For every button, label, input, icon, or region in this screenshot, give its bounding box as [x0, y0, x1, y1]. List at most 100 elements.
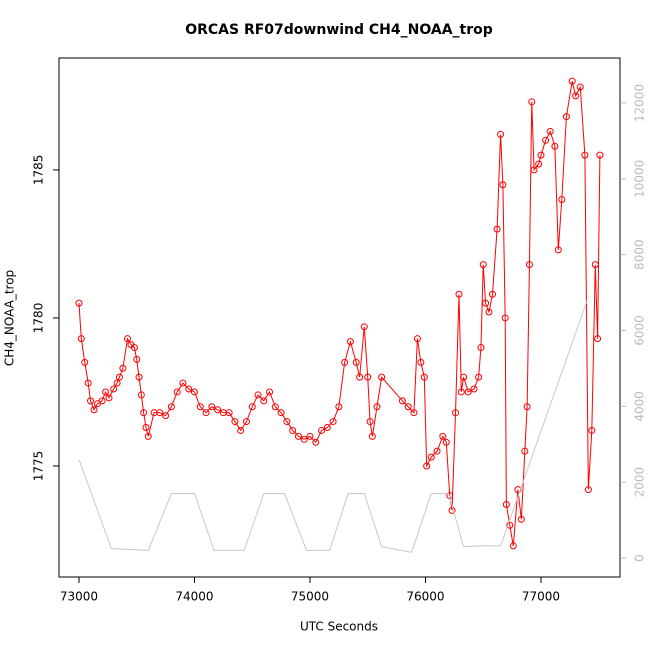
data-point: [479, 261, 487, 269]
x-tick-label: 75000: [291, 590, 329, 604]
data-point: [102, 388, 110, 396]
data-point: [173, 388, 181, 396]
data-point: [499, 181, 507, 189]
data-point: [140, 409, 148, 417]
data-point: [594, 335, 602, 343]
data-point: [530, 166, 538, 174]
data-point: [423, 462, 431, 470]
data-point: [482, 299, 490, 307]
data-point: [410, 409, 418, 417]
data-point: [576, 83, 584, 91]
data-point: [460, 373, 468, 381]
data-point: [525, 261, 533, 269]
data-point: [144, 432, 152, 440]
data-point: [366, 418, 374, 426]
data-point: [300, 435, 308, 443]
x-tick-label: 77000: [522, 590, 560, 604]
data-point: [568, 77, 576, 85]
data-point: [323, 423, 331, 431]
data-point: [254, 391, 262, 399]
data-point: [546, 127, 554, 135]
data-point: [439, 432, 447, 440]
data-point: [368, 432, 376, 440]
data-point: [517, 515, 525, 523]
x-tick-label: 76000: [406, 590, 444, 604]
data-point: [77, 335, 85, 343]
data-point: [341, 358, 349, 366]
data-point: [135, 373, 143, 381]
data-point: [110, 385, 118, 393]
data-point: [551, 142, 559, 150]
data-point: [318, 426, 326, 434]
data-point: [87, 397, 95, 405]
data-point: [248, 403, 256, 411]
data-point: [75, 299, 83, 307]
data-point: [373, 403, 381, 411]
data-point: [497, 130, 505, 138]
data-point: [535, 160, 543, 168]
data-point: [427, 453, 435, 461]
data-point: [521, 447, 529, 455]
data-point: [502, 500, 510, 508]
data-point: [294, 432, 302, 440]
data-point: [475, 373, 483, 381]
series-line: [78, 80, 601, 546]
chart-title: ORCAS RF07downwind CH4_NOAA_trop: [185, 22, 493, 38]
data-point: [477, 344, 485, 352]
data-point: [404, 403, 412, 411]
data-point: [142, 423, 150, 431]
data-point: [356, 373, 364, 381]
data-point: [485, 308, 493, 316]
data-point: [167, 403, 175, 411]
data-point: [208, 403, 216, 411]
y2-tick-label: 4000: [633, 391, 647, 422]
y2-tick-label: 10000: [633, 160, 647, 198]
data-point: [572, 92, 580, 100]
data-point: [306, 432, 314, 440]
data-point: [133, 355, 141, 363]
data-point: [506, 521, 514, 529]
data-point: [588, 426, 596, 434]
y-tick-label: 1780: [32, 303, 46, 334]
data-point: [277, 409, 285, 417]
data-point: [558, 196, 566, 204]
data-point: [433, 447, 441, 455]
data-point: [420, 373, 428, 381]
data-point: [335, 403, 343, 411]
data-point: [398, 397, 406, 405]
data-point: [452, 409, 460, 417]
series-line: [78, 300, 588, 553]
data-point: [260, 397, 268, 405]
data-point: [185, 385, 193, 393]
data-point: [523, 403, 531, 411]
plot-frame: [58, 57, 621, 578]
y-tick-label: 1785: [32, 155, 46, 186]
data-point: [266, 388, 274, 396]
data-point: [537, 151, 545, 159]
data-point: [455, 290, 463, 298]
y2-tick-label: 2000: [633, 467, 647, 498]
data-point: [242, 418, 250, 426]
data-point: [179, 379, 187, 387]
data-point: [464, 388, 472, 396]
data-point: [352, 358, 360, 366]
data-point: [581, 151, 589, 159]
y2-tick-label: 0: [633, 554, 647, 562]
data-point: [509, 542, 517, 550]
data-point: [417, 358, 425, 366]
data-point: [119, 364, 127, 372]
data-point: [329, 418, 337, 426]
data-point: [562, 113, 570, 121]
data-point: [123, 335, 131, 343]
y-tick-label: 1775: [32, 451, 46, 482]
data-point: [289, 426, 297, 434]
data-point: [84, 379, 92, 387]
data-point: [231, 418, 239, 426]
data-point: [214, 406, 222, 414]
data-point: [488, 290, 496, 298]
y2-tick-label: 12000: [633, 84, 647, 122]
y-axis-label: CH4_NOAA_trop: [3, 270, 17, 366]
data-point: [115, 373, 123, 381]
data-point: [346, 338, 354, 346]
